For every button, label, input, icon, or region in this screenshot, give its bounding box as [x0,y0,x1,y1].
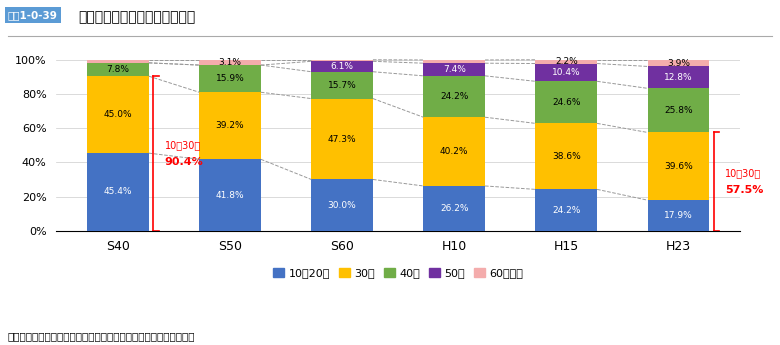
Bar [647,88,709,132]
Text: 図表1-0-39: 図表1-0-39 [8,10,58,20]
Bar [647,132,709,200]
Bar [311,179,373,231]
Text: 17.9%: 17.9% [664,211,693,220]
Text: 7.8%: 7.8% [107,65,129,74]
Text: 10.4%: 10.4% [552,68,580,77]
Bar [199,60,261,65]
Text: 39.2%: 39.2% [216,121,244,130]
Bar [87,153,149,231]
Bar [199,159,261,231]
Text: 24.2%: 24.2% [552,206,580,215]
Bar [647,200,709,231]
Bar [424,117,485,186]
Text: 24.2%: 24.2% [440,92,469,101]
Text: 57.5%: 57.5% [725,185,764,195]
Bar [87,76,149,153]
Bar [535,189,597,231]
Text: 25.8%: 25.8% [664,106,693,115]
Text: 15.7%: 15.7% [328,81,356,90]
Text: 45.4%: 45.4% [104,187,133,196]
Text: 2.2%: 2.2% [555,57,578,66]
Bar [311,61,373,72]
Text: 10～30代: 10～30代 [165,140,200,150]
Text: 40.2%: 40.2% [440,147,469,156]
Bar [535,60,597,63]
Text: 3.1%: 3.1% [218,58,242,67]
Text: 消防団員の年齢構成比率の推移: 消防団員の年齢構成比率の推移 [78,10,195,24]
Bar [647,60,709,67]
Text: 39.6%: 39.6% [664,162,693,171]
Text: 45.0%: 45.0% [104,110,133,119]
Bar [424,186,485,231]
Text: 15.9%: 15.9% [216,74,244,83]
Text: 7.4%: 7.4% [443,65,466,74]
Bar [199,65,261,92]
Text: 26.2%: 26.2% [440,204,469,213]
Text: 38.6%: 38.6% [552,152,580,161]
Text: 出典：消防庁「消防防災・震災対策現況調査」をもとに内閣府作成: 出典：消防庁「消防防災・震災対策現況調査」をもとに内閣府作成 [8,332,195,342]
Bar [535,81,597,124]
Text: 24.6%: 24.6% [552,98,580,107]
Bar [311,72,373,99]
Bar [535,63,597,81]
Text: 12.8%: 12.8% [664,73,693,82]
Bar [424,63,485,76]
Bar [87,63,149,76]
Text: 90.4%: 90.4% [165,157,204,167]
Bar [424,76,485,117]
Bar [424,60,485,63]
Bar [311,60,373,61]
Text: 30.0%: 30.0% [328,200,356,210]
Text: 10～30代: 10～30代 [725,168,761,178]
Bar [311,99,373,179]
Bar [87,60,149,63]
Text: 3.9%: 3.9% [667,59,690,68]
Bar [647,67,709,88]
Text: 41.8%: 41.8% [216,190,244,199]
Text: 47.3%: 47.3% [328,135,356,144]
Text: 6.1%: 6.1% [331,62,353,71]
Bar [199,92,261,159]
Bar [535,124,597,189]
Legend: 10〜20代, 30代, 40代, 50代, 60代以上: 10〜20代, 30代, 40代, 50代, 60代以上 [268,263,528,283]
